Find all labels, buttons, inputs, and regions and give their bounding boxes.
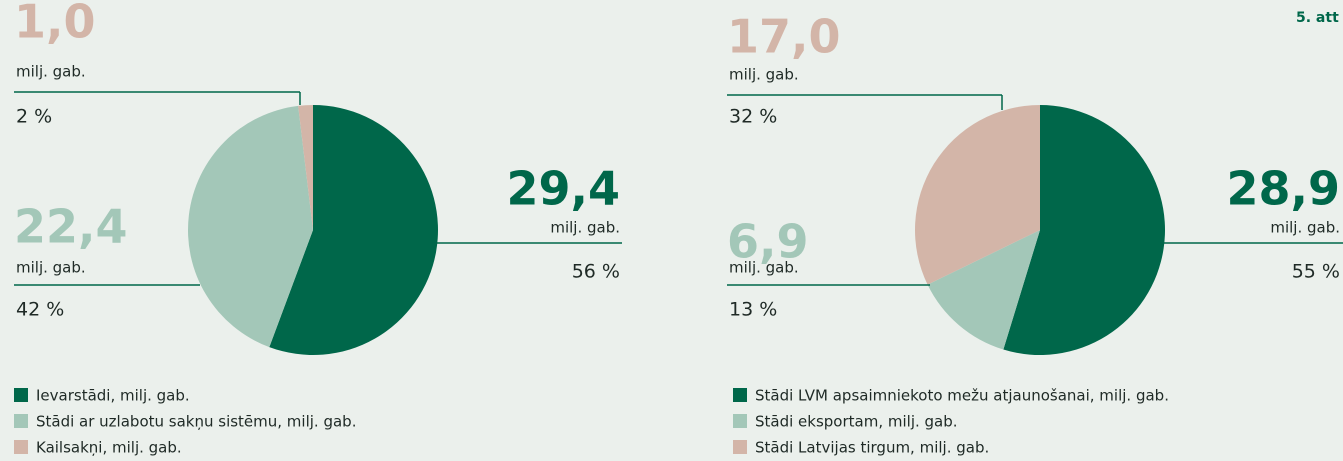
unit-label: milj. gab.: [550, 219, 620, 237]
legend-label: Stādi ar uzlabotu sakņu sistēmu, milj. g…: [36, 413, 356, 431]
percent-label: 32 %: [729, 106, 777, 128]
legend-label: Ievarstādi, milj. gab.: [36, 387, 190, 405]
legend-swatch: [14, 440, 28, 454]
percent-label: 56 %: [572, 261, 620, 283]
pie-slice: [298, 105, 313, 230]
pie-slice: [187, 105, 313, 348]
value-label: 29,4: [507, 162, 621, 216]
unit-label: milj. gab.: [729, 66, 799, 84]
value-label: 6,9: [727, 215, 809, 269]
pie-slice: [927, 230, 1040, 350]
value-label: 22,4: [14, 200, 128, 254]
legend-label: Stādi eksportam, milj. gab.: [755, 413, 958, 431]
pie-slice: [269, 105, 438, 355]
unit-label: milj. gab.: [1270, 219, 1340, 237]
legend-swatch: [14, 388, 28, 402]
percent-label: 55 %: [1292, 261, 1340, 283]
unit-label: milj. gab.: [16, 63, 86, 81]
figure-label: 5. att: [1296, 10, 1339, 26]
percent-label: 42 %: [16, 299, 64, 321]
legend-label: Stādi Latvijas tirgum, milj. gab.: [755, 439, 989, 457]
legend-swatch: [733, 440, 747, 454]
pie-slice: [1003, 105, 1165, 355]
unit-label: milj. gab.: [729, 259, 799, 277]
value-label: 1,0: [14, 0, 96, 49]
unit-label: milj. gab.: [16, 259, 86, 277]
legend-swatch: [733, 414, 747, 428]
legend-swatch: [733, 388, 747, 402]
legend-swatch: [14, 414, 28, 428]
percent-label: 2 %: [16, 106, 52, 128]
legend-label: Stādi LVM apsaimniekoto mežu atjaunošana…: [755, 387, 1169, 405]
pie-slice: [915, 105, 1040, 285]
value-label: 28,9: [1227, 162, 1341, 216]
value-label: 17,0: [727, 10, 841, 64]
legend-label: Kailsakņi, milj. gab.: [36, 439, 182, 457]
percent-label: 13 %: [729, 299, 777, 321]
